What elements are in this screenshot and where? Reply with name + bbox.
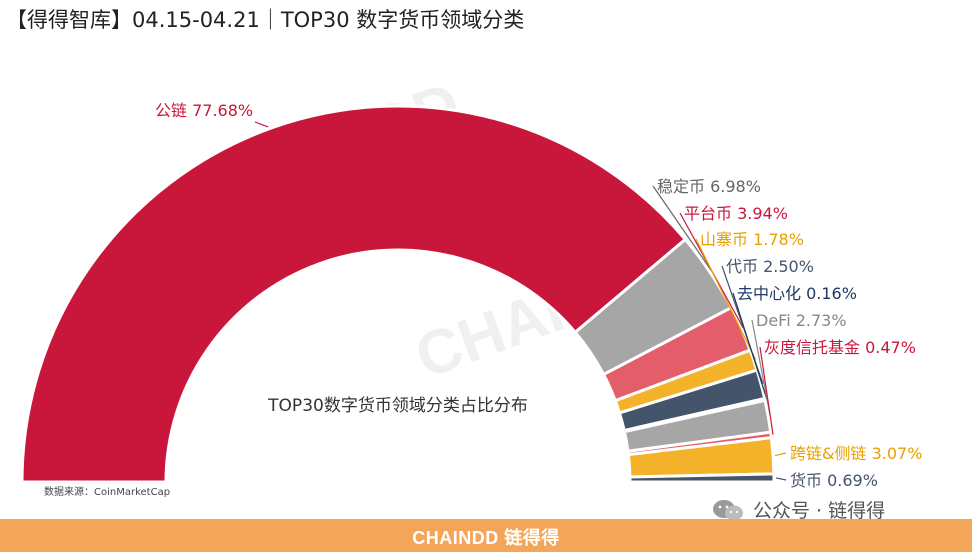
data-label-3: 平台币 3.94% [684,204,788,223]
data-source: 数据来源：CoinMarketCap [44,487,171,498]
footer-brand: CHAINDD 链得得 [412,528,560,548]
leader-line [775,477,787,481]
slice-10 [628,472,776,484]
data-label-1: 公链 77.68% [155,101,253,120]
wechat-icon [713,499,743,520]
leader-line [732,292,768,400]
leader-line [774,452,787,457]
wechat-label: 公众号 · 链得得 [753,500,886,522]
page-title: 【得得智库】04.15-04.21｜TOP30 数字货币领域分类 [6,8,525,32]
data-label-7: DeFi 2.73% [756,311,847,330]
leader-line [695,238,757,360]
leader-line [751,319,771,417]
leader-line [254,121,269,128]
data-label-8: 灰度信托基金 0.47% [764,338,916,357]
footer-bar: CHAINDD 链得得 [0,519,972,552]
chart-title: TOP30数字货币领域分类占比分布 [267,396,528,416]
slice-1 [20,104,688,484]
data-label-5: 代币 2.50% [726,257,814,276]
data-label-2: 稳定币 6.98% [657,177,761,196]
data-label-4: 山寨币 1.78% [700,230,804,249]
data-label-10: 货币 0.69% [790,471,878,490]
data-label-9: 跨链&侧链 3.07% [790,444,922,463]
leader-line [652,185,713,272]
leader-line [759,346,774,435]
wechat-account: 公众号 · 链得得 [711,496,885,523]
data-label-6: 去中心化 0.16% [737,284,857,303]
